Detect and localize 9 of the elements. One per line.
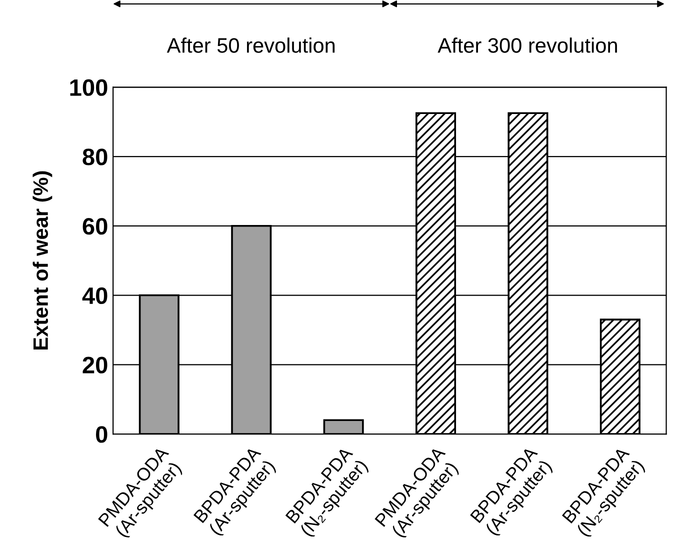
y-tick-label: 60 [82, 218, 108, 235]
y-tick-label: 20 [82, 356, 108, 374]
y-tick-label: 100 [70, 79, 108, 96]
y-axis-title: Extent of wear (%) [32, 171, 52, 350]
y-tick-label: 80 [82, 148, 108, 166]
y-tick-label: 40 [82, 287, 108, 304]
text: After 300 revolution [438, 38, 617, 53]
y-tick-label: 0 [96, 426, 108, 443]
text: After 50 revolution [166, 38, 335, 53]
